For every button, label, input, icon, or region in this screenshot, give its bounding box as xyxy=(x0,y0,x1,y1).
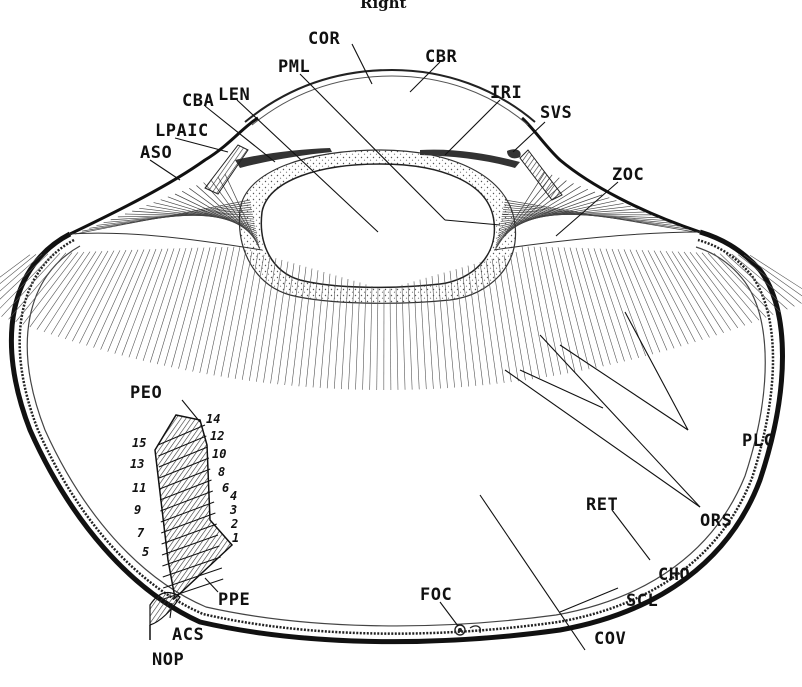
pecten-num-12: 12 xyxy=(210,429,224,443)
label-cor: COR xyxy=(308,29,340,49)
caption-top: Right xyxy=(360,0,407,12)
pecten-num-8: 8 xyxy=(218,465,225,479)
pecten-num-14: 14 xyxy=(206,412,220,426)
pecten-num-4: 4 xyxy=(230,489,237,503)
pecten-num-15: 15 xyxy=(132,436,146,450)
label-ppe: PPE xyxy=(218,590,250,610)
label-ret: RET xyxy=(586,495,618,515)
label-pml: PML xyxy=(278,57,310,77)
label-nop: NOP xyxy=(152,650,184,670)
label-foc: FOC xyxy=(420,585,452,605)
pecten-num-13: 13 xyxy=(130,457,144,471)
pecten-num-11: 11 xyxy=(132,481,146,495)
lens xyxy=(261,164,494,287)
pecten-num-10: 10 xyxy=(212,447,226,461)
pecten-num-9: 9 xyxy=(134,503,141,517)
label-plc: PLC xyxy=(742,431,774,451)
pecten-num-1: 1 xyxy=(232,531,239,545)
zonule-right xyxy=(494,232,700,250)
label-ors: ORS xyxy=(700,511,732,531)
pecten-num-2: 2 xyxy=(230,517,238,531)
label-cba: CBA xyxy=(182,91,214,111)
label-cho: CHO xyxy=(658,565,690,585)
pecten-num-3: 3 xyxy=(229,503,237,517)
label-acs: ACS xyxy=(172,625,204,645)
lpaic-wedge xyxy=(205,145,248,194)
label-aso: ASO xyxy=(140,143,172,163)
label-peo: PEO xyxy=(130,383,162,403)
label-svs: SVS xyxy=(540,103,572,123)
label-len: LEN xyxy=(218,85,250,105)
leader-lines xyxy=(150,44,700,650)
label-zoc: ZOC xyxy=(612,165,644,185)
label-cbr: CBR xyxy=(425,47,457,67)
label-cov: COV xyxy=(594,629,626,649)
cornea-inner xyxy=(252,76,528,125)
pecten-num-5: 5 xyxy=(142,545,149,559)
pecten-num-7: 7 xyxy=(137,526,145,540)
label-iri: IRI xyxy=(490,83,522,103)
pecten-num-6: 6 xyxy=(222,481,229,495)
label-scl: SCL xyxy=(626,591,658,611)
label-lpaic: LPAIC xyxy=(155,121,209,141)
zonule-left xyxy=(70,233,262,250)
